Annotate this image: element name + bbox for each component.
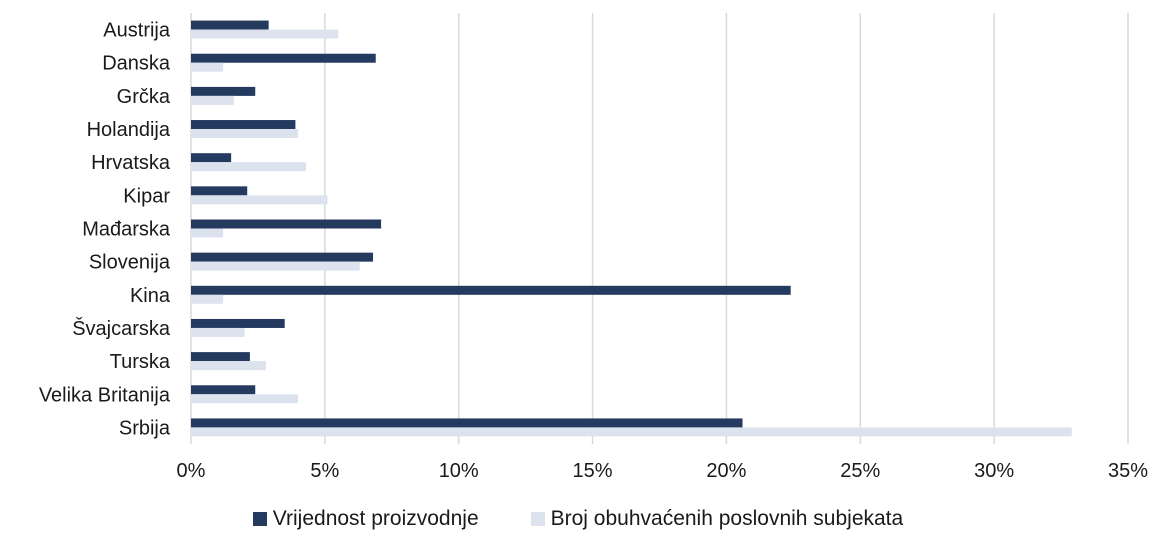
bar-series-1 <box>191 86 256 96</box>
category-label: Švajcarska <box>72 317 171 340</box>
x-tick-label: 25% <box>840 460 880 482</box>
bar-series-2 <box>191 427 1072 437</box>
legend-swatch-series-2 <box>530 512 545 526</box>
x-tick-label: 0% <box>177 460 206 482</box>
bar-series-2 <box>191 228 224 238</box>
legend-label-series-1: Vrijednost proizvodnje <box>272 507 479 530</box>
category-label: Velika Britanija <box>39 384 171 406</box>
category-label: Srbija <box>119 417 171 439</box>
legend: Vrijednost proizvodnje Broj obuhvaćenih … <box>0 506 1156 532</box>
category-label: Danska <box>102 53 171 75</box>
x-tick-label: 35% <box>1108 460 1148 482</box>
x-tick-label: 20% <box>706 460 746 482</box>
bar-series-2 <box>191 294 224 304</box>
bar-series-1 <box>191 219 382 229</box>
x-tick-label: 5% <box>310 460 339 482</box>
category-label: Holandija <box>87 119 171 141</box>
gridlines <box>190 13 1129 444</box>
bar-series-2 <box>191 129 299 139</box>
legend-item-series-1: Vrijednost proizvodnje <box>252 507 479 531</box>
legend-label-series-2: Broj obuhvaćenih poslovnih subjekata <box>550 507 904 530</box>
category-label: Austrija <box>103 20 171 42</box>
bar-series-1 <box>191 186 248 196</box>
category-label: Turska <box>110 351 171 373</box>
bar-chart: Austrija Danska Grčka Holandija Hrvatska Kipa… <box>39 13 1149 482</box>
legend-swatch-series-1 <box>252 512 267 526</box>
x-tick-label: 15% <box>573 460 613 482</box>
category-label: Grčka <box>117 86 171 108</box>
bar-series-1 <box>191 252 374 262</box>
category-label: Kipar <box>123 185 170 207</box>
category-labels: Austrija Danska Grčka Holandija Hrvatska Kipa… <box>39 20 171 440</box>
x-tick-label: 30% <box>974 460 1014 482</box>
bar-series-2 <box>191 327 245 337</box>
bar-series-1 <box>191 53 376 63</box>
category-label: Kina <box>130 285 171 307</box>
legend-item-series-2: Broj obuhvaćenih poslovnih subjekata <box>530 507 904 531</box>
category-label: Hrvatska <box>91 152 171 174</box>
bars <box>191 20 1072 437</box>
bar-series-1 <box>191 352 250 362</box>
bar-series-1 <box>191 153 232 163</box>
bar-series-2 <box>191 29 339 39</box>
bar-series-1 <box>191 120 296 130</box>
bar-series-2 <box>191 95 234 105</box>
bar-series-1 <box>191 20 269 30</box>
bar-series-2 <box>191 261 360 271</box>
bar-series-2 <box>191 162 307 172</box>
x-tick-labels: 0% 5% 10% 15% 20% 25% 30% 35% <box>177 460 1149 482</box>
bar-series-2 <box>191 394 299 404</box>
x-tick-label: 10% <box>439 460 479 482</box>
bar-series-1 <box>191 385 256 395</box>
bar-series-2 <box>191 195 328 205</box>
bar-series-1 <box>191 285 791 295</box>
bar-series-2 <box>191 361 266 371</box>
bar-series-2 <box>191 62 224 72</box>
bar-series-1 <box>191 418 743 428</box>
category-label: Mađarska <box>82 219 171 241</box>
bar-series-1 <box>191 318 285 328</box>
category-label: Slovenija <box>89 252 171 274</box>
